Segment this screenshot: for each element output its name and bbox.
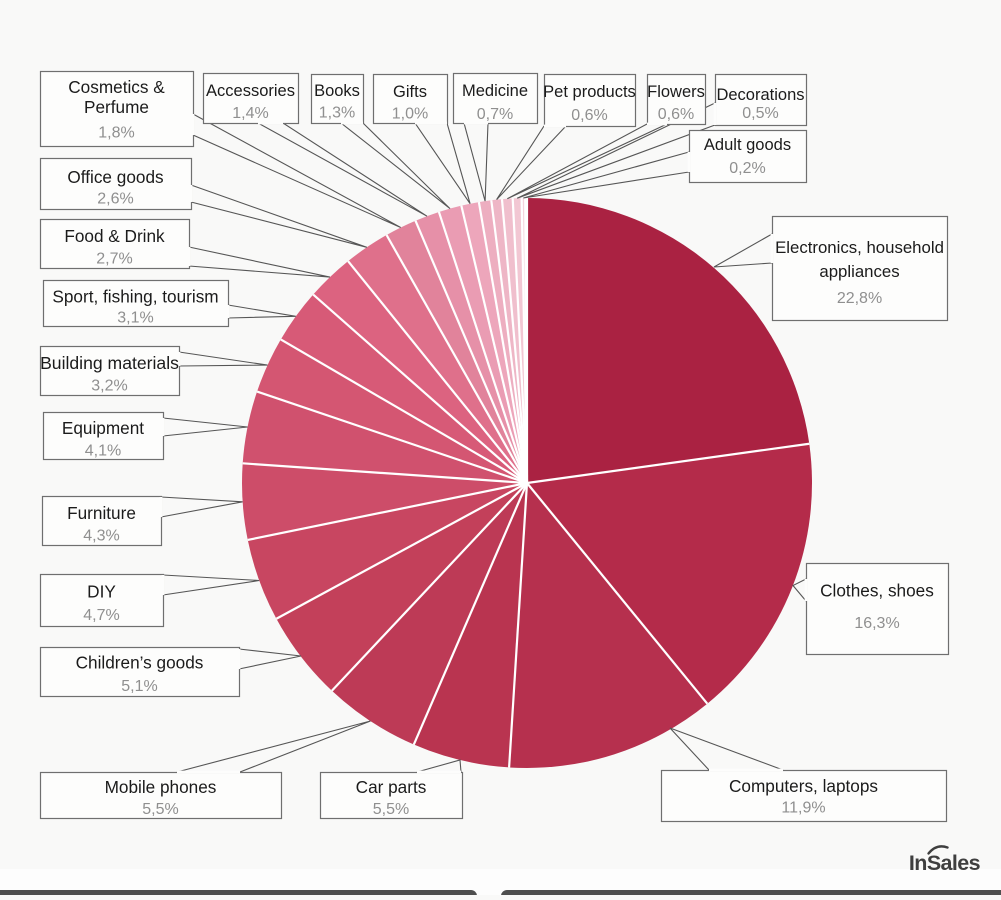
svg-text:Building materials: Building materials: [40, 353, 179, 373]
svg-text:Computers, laptops: Computers, laptops: [729, 776, 878, 796]
svg-text:Cosmetics &: Cosmetics &: [68, 77, 165, 97]
svg-text:1,4%: 1,4%: [232, 105, 268, 122]
svg-text:InSales: InSales: [909, 851, 981, 875]
svg-text:Perfume: Perfume: [84, 97, 149, 117]
svg-text:11,9%: 11,9%: [781, 800, 825, 817]
svg-text:Decorations: Decorations: [716, 86, 804, 104]
svg-text:Furniture: Furniture: [67, 503, 136, 523]
svg-text:4,3%: 4,3%: [83, 528, 119, 545]
svg-text:Gifts: Gifts: [393, 83, 427, 101]
svg-text:0,6%: 0,6%: [571, 107, 607, 124]
svg-text:0,7%: 0,7%: [477, 106, 513, 123]
svg-text:5,5%: 5,5%: [142, 801, 178, 818]
svg-text:0,2%: 0,2%: [729, 160, 765, 177]
svg-text:4,1%: 4,1%: [85, 443, 121, 460]
svg-text:1,3%: 1,3%: [319, 105, 355, 122]
svg-text:Sport, fishing, tourism: Sport, fishing, tourism: [52, 287, 218, 307]
svg-text:0,6%: 0,6%: [658, 106, 694, 123]
svg-text:Children’s goods: Children’s goods: [76, 653, 204, 673]
svg-text:16,3%: 16,3%: [854, 615, 899, 632]
svg-text:Books: Books: [314, 82, 360, 100]
svg-text:Food & Drink: Food & Drink: [64, 226, 165, 246]
svg-text:1,8%: 1,8%: [98, 125, 134, 142]
svg-text:22,8%: 22,8%: [837, 290, 882, 307]
svg-text:Clothes, shoes: Clothes, shoes: [820, 581, 934, 601]
svg-text:5,1%: 5,1%: [121, 678, 157, 695]
svg-text:2,7%: 2,7%: [96, 251, 132, 268]
svg-text:3,1%: 3,1%: [117, 310, 153, 327]
svg-text:3,2%: 3,2%: [91, 378, 127, 395]
svg-text:Accessories: Accessories: [206, 82, 295, 100]
svg-text:4,7%: 4,7%: [83, 607, 119, 624]
svg-text:0,5%: 0,5%: [742, 105, 778, 122]
svg-text:Car parts: Car parts: [356, 777, 427, 797]
svg-text:Office goods: Office goods: [67, 167, 163, 187]
svg-text:appliances: appliances: [819, 262, 899, 281]
svg-text:1,0%: 1,0%: [392, 106, 428, 123]
svg-text:5,5%: 5,5%: [373, 801, 409, 818]
svg-text:2,6%: 2,6%: [97, 191, 133, 208]
svg-text:Medicine: Medicine: [462, 82, 528, 100]
svg-text:Mobile phones: Mobile phones: [105, 777, 217, 797]
svg-text:Pet products: Pet products: [543, 83, 636, 101]
svg-text:Flowers: Flowers: [647, 83, 705, 101]
svg-text:Equipment: Equipment: [62, 418, 144, 438]
svg-text:Electronics, household: Electronics, household: [775, 238, 944, 257]
svg-text:DIY: DIY: [87, 582, 116, 602]
svg-text:Adult goods: Adult goods: [704, 136, 791, 154]
